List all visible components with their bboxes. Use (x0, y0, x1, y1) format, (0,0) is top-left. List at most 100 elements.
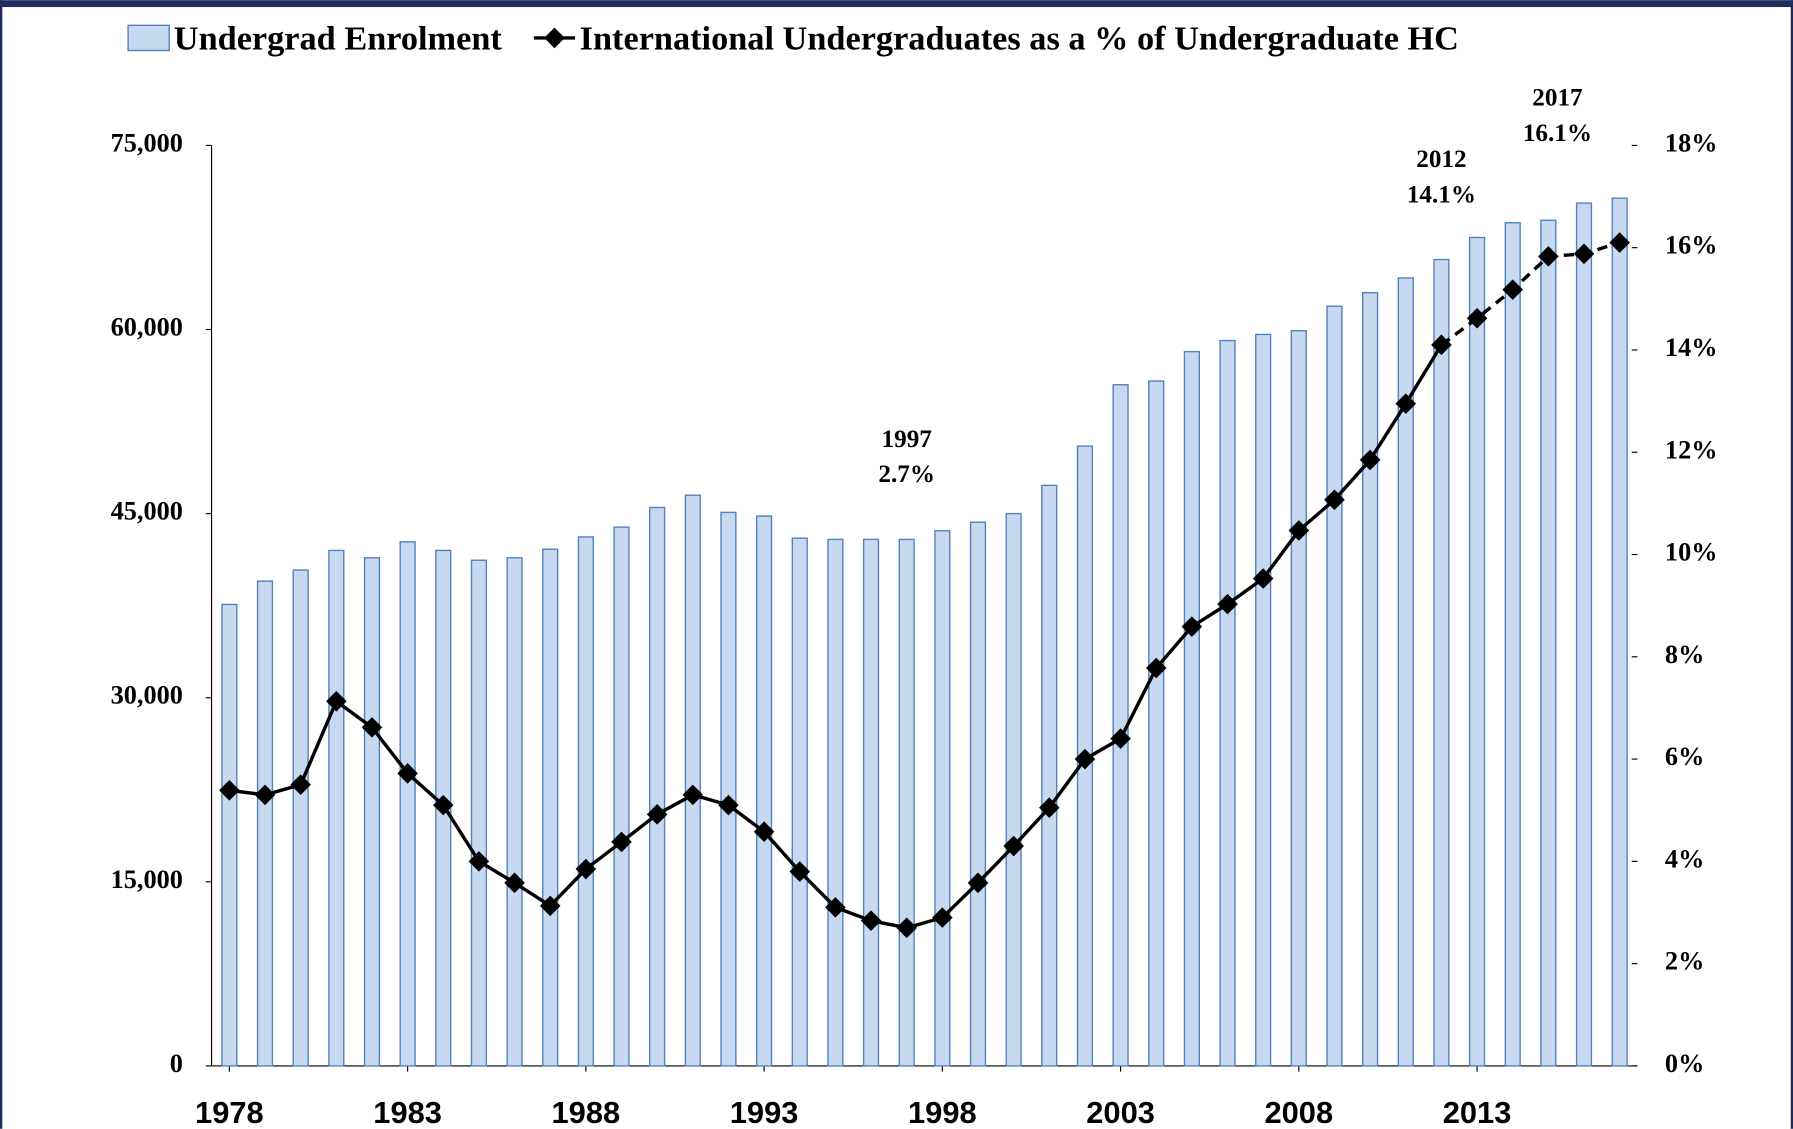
x-tick-label: 1993 (730, 1095, 799, 1129)
marker (1609, 232, 1630, 253)
annotation-value: 14.1% (1407, 181, 1476, 208)
bar (506, 557, 523, 1067)
marker (1573, 243, 1595, 265)
marker (1110, 728, 1131, 749)
y2-tick-label: 14% (1665, 333, 1718, 362)
marker (468, 851, 490, 872)
bar (862, 538, 880, 1067)
marker (326, 691, 347, 712)
bar (720, 511, 737, 1067)
bar (542, 548, 559, 1067)
marker (1038, 797, 1060, 818)
y-tick-label: 45,000 (111, 497, 183, 526)
marker (1502, 279, 1524, 300)
bar (755, 515, 773, 1067)
bar (256, 580, 274, 1067)
y2-tick-label: 6% (1665, 742, 1704, 771)
annotation-value: 16.1% (1523, 120, 1592, 147)
bar (1148, 380, 1165, 1067)
y-tick-label: 75,000 (111, 128, 183, 157)
y2-tick-label: 18% (1665, 128, 1718, 157)
x-tick-label: 1988 (552, 1095, 621, 1129)
marker (611, 831, 632, 853)
bar (1540, 219, 1557, 1067)
marker (860, 910, 882, 931)
bar (1575, 202, 1593, 1067)
legend-swatch (127, 24, 170, 52)
marker (539, 895, 561, 917)
marker (575, 858, 597, 880)
y-tick-label: 60,000 (111, 313, 183, 342)
marker (1181, 616, 1203, 637)
marker (682, 784, 704, 806)
bar (1504, 222, 1521, 1067)
bar (934, 530, 951, 1067)
bar (1326, 305, 1343, 1067)
bar (328, 549, 345, 1067)
bar (969, 521, 987, 1067)
marker (967, 872, 989, 894)
annotation-year: 1997 (882, 426, 932, 453)
annotation-year: 2017 (1532, 85, 1582, 112)
marker (932, 907, 953, 928)
marker (1431, 334, 1452, 356)
marker (1145, 657, 1167, 679)
bar (470, 559, 488, 1067)
x-tick-label: 1978 (195, 1095, 264, 1129)
legend-marker (544, 27, 565, 49)
x-tick-label: 2013 (1443, 1095, 1512, 1129)
legend-label: International Undergraduates as a % of U… (580, 19, 1459, 57)
bar (1397, 277, 1414, 1067)
bar (827, 538, 844, 1067)
bar (1290, 330, 1307, 1067)
left-edge (0, 0, 3, 1129)
bar (221, 603, 238, 1067)
bar (1005, 512, 1022, 1067)
y-tick-label: 15,000 (111, 865, 183, 894)
bar (1433, 258, 1450, 1067)
y2-tick-label: 10% (1665, 538, 1718, 567)
bar (1183, 350, 1200, 1067)
y2-tick-label: 4% (1665, 844, 1704, 873)
marker (896, 917, 917, 939)
right-edge (1790, 0, 1793, 1129)
bar (577, 536, 594, 1067)
marker (1466, 307, 1488, 329)
top-stripe (0, 0, 1793, 8)
x-tick-label: 2003 (1086, 1095, 1155, 1129)
y2-tick-label: 16% (1665, 231, 1718, 260)
bar (1255, 333, 1272, 1067)
y2-tick-label: 8% (1665, 640, 1704, 669)
marker (432, 794, 454, 816)
marker (718, 794, 739, 816)
bar (292, 569, 309, 1067)
bar (649, 506, 666, 1067)
bar (399, 541, 416, 1067)
marker (504, 872, 525, 894)
bar (1611, 197, 1628, 1067)
line-dashed (1440, 240, 1621, 347)
marker (254, 784, 276, 806)
x-tick-label: 2008 (1264, 1095, 1333, 1129)
bar (613, 526, 630, 1067)
y2-tick-label: 0% (1665, 1049, 1704, 1078)
marker (789, 861, 811, 882)
annotation-year: 2012 (1416, 146, 1466, 173)
marker (1217, 593, 1238, 615)
bar (1362, 292, 1379, 1067)
bar (1219, 339, 1236, 1067)
bar (684, 494, 701, 1067)
y2-tick-label: 2% (1665, 947, 1704, 976)
bar (898, 538, 915, 1067)
y-tick-label: 30,000 (111, 681, 183, 710)
annotation-value: 2.7% (878, 461, 935, 488)
marker (646, 804, 668, 825)
marker (1324, 489, 1345, 511)
marker (1288, 520, 1310, 541)
x-tick-label: 1998 (908, 1095, 977, 1129)
marker (1074, 748, 1096, 770)
legend-label: Undergrad Enrolment (174, 19, 503, 57)
marker (1252, 568, 1274, 589)
bar (1041, 484, 1058, 1067)
